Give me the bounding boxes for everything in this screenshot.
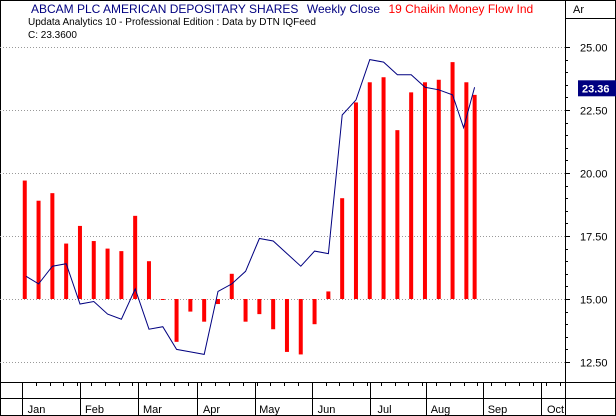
- indicator-bar: [422, 82, 427, 299]
- y-tick-label: 25.00: [580, 43, 608, 55]
- x-axis: Jan Feb Mar Apr May Jun Jul Aug Sep Oct: [22, 382, 564, 416]
- y-tick-label: 17.50: [580, 232, 608, 244]
- indicator-bar: [257, 299, 262, 315]
- y-tick-label: 12.50: [580, 358, 608, 370]
- chart-title: ABCAM PLC AMERICAN DEPOSITARY SHARES Wee…: [31, 0, 533, 17]
- x-tick-label: Jun: [318, 404, 336, 416]
- y-tick-label: 22.50: [580, 106, 608, 118]
- x-tick-label: Jan: [28, 404, 46, 416]
- x-tick-label: Aug: [431, 404, 451, 416]
- indicator-bar: [119, 251, 124, 299]
- indicator-bar: [36, 200, 41, 299]
- indicator-bar: [64, 243, 69, 299]
- indicator-bar: [472, 94, 477, 299]
- indicator-bars: [22, 62, 477, 355]
- indicator-bar: [340, 198, 345, 299]
- last-value-badge-text: 23.36: [582, 83, 610, 95]
- indicator-bar: [91, 241, 96, 299]
- indicator-bar: [243, 299, 248, 322]
- indicator-bar: [271, 299, 276, 330]
- indicator-bar: [202, 299, 207, 322]
- indicator-bar: [174, 299, 179, 342]
- indicator-bar: [229, 273, 234, 299]
- indicator-bar: [436, 79, 441, 299]
- title-symbol: ABCAM PLC AMERICAN DEPOSITARY SHARES: [31, 2, 298, 16]
- price-line-layer: [25, 59, 476, 355]
- indicator-bar: [284, 299, 289, 352]
- indicator-bar: [50, 193, 55, 299]
- indicator-bar: [312, 299, 317, 325]
- y-axis: 25.00 22.50 20.00 17.50 15.00 12.50: [565, 43, 608, 370]
- indicator-bar: [188, 299, 193, 312]
- indicator-bar: [133, 215, 138, 299]
- title-indicator: 19 Chaikin Money Flow Ind: [388, 2, 533, 16]
- indicator-bar: [215, 299, 220, 305]
- title-price-series: Weekly Close: [307, 2, 380, 16]
- indicator-bar: [105, 248, 110, 299]
- x-tick-label: Feb: [85, 404, 104, 416]
- x-tick-label: Sep: [488, 404, 508, 416]
- y-tick-label: 20.00: [580, 169, 608, 181]
- indicator-bar: [146, 261, 151, 299]
- x-tick-label: Apr: [203, 404, 220, 416]
- indicator-bar: [77, 225, 82, 299]
- y-tick-label: 15.00: [580, 295, 608, 307]
- indicator-bar: [409, 92, 414, 299]
- last-value-badge-bg: [578, 80, 616, 97]
- indicator-bar: [353, 102, 358, 299]
- last-value-badge: 23.36: [578, 80, 616, 97]
- x-tick-label: Mar: [143, 404, 162, 416]
- x-tick-label: May: [259, 404, 280, 416]
- x-tick-label: Oct: [547, 404, 564, 416]
- indicator-bar: [298, 299, 303, 355]
- indicator-bar: [326, 291, 331, 299]
- indicator-bar: [464, 82, 469, 299]
- indicator-bar: [395, 130, 400, 299]
- corner-label: Ar: [573, 4, 584, 16]
- indicator-bar: [367, 82, 372, 299]
- indicator-bar: [22, 180, 27, 299]
- price-line: [25, 59, 476, 355]
- indicator-bar: [450, 62, 455, 300]
- close-value-label: C: 23.3600: [28, 30, 77, 41]
- chart-subtitle: Updata Analytics 10 - Professional Editi…: [28, 17, 316, 28]
- x-tick-label: Jul: [377, 404, 391, 416]
- indicator-bar: [160, 299, 165, 300]
- indicator-bar: [381, 77, 386, 300]
- grid-layer: [0, 47, 565, 363]
